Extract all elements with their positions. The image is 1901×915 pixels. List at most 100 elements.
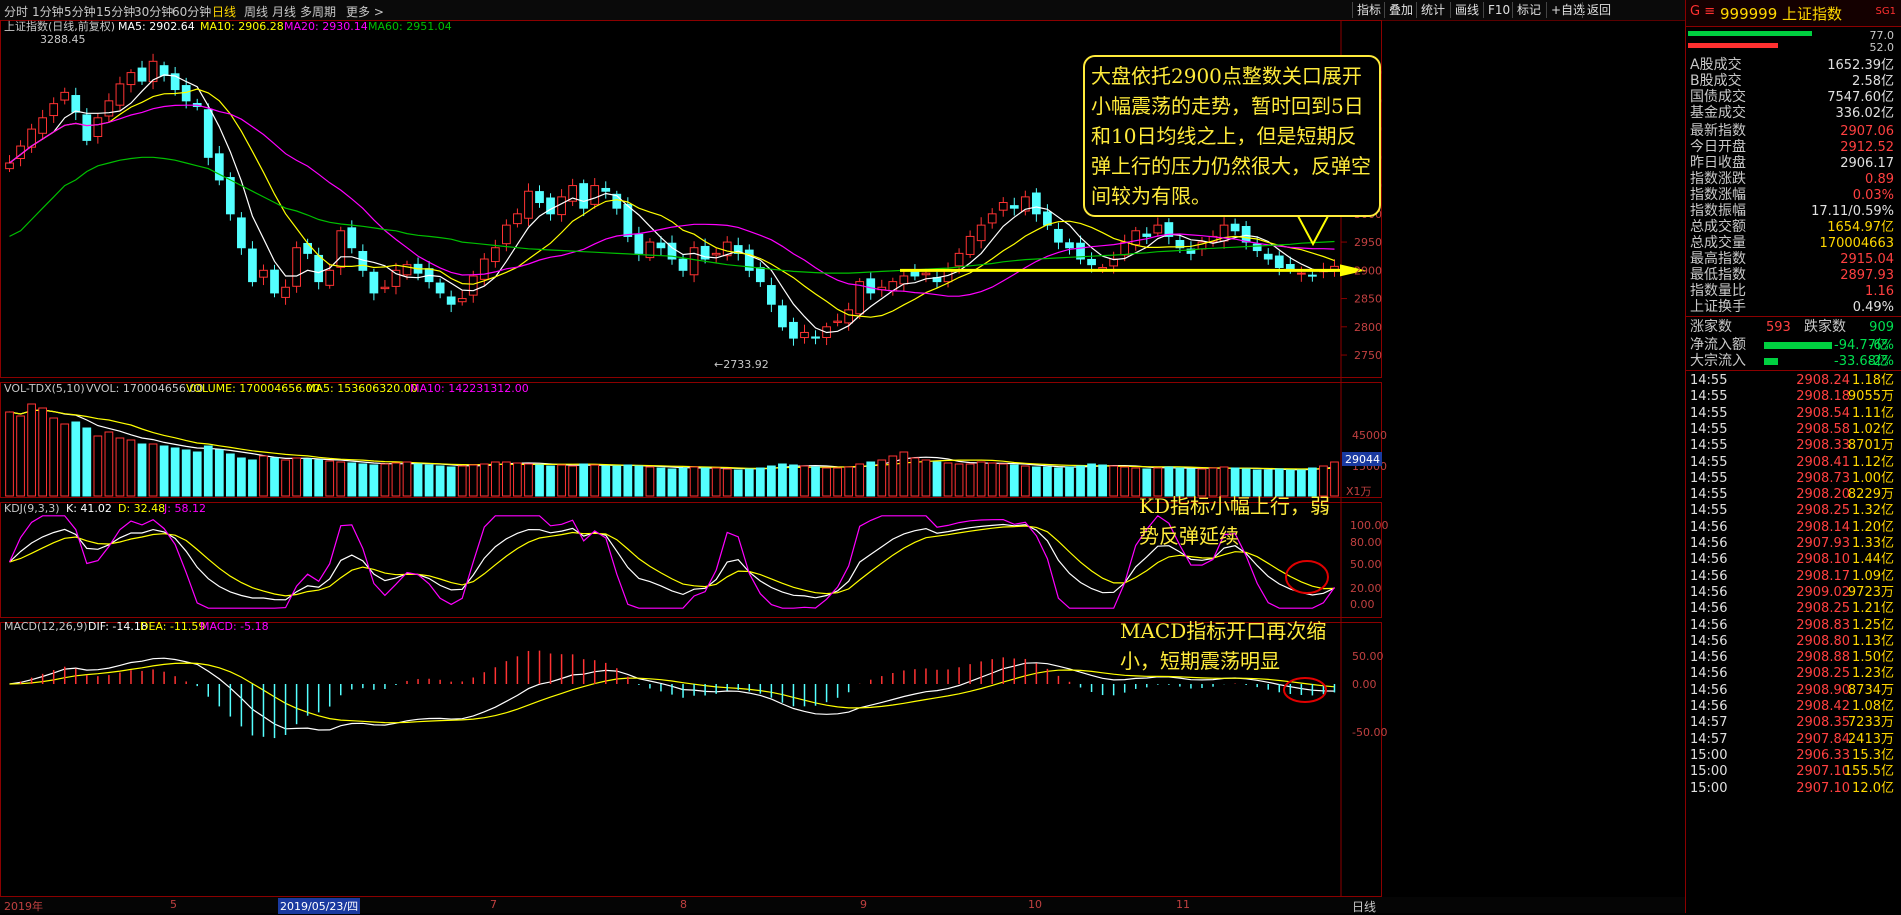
period-tab[interactable]: 月线 xyxy=(272,5,297,19)
candle-body xyxy=(104,100,114,117)
row-turnover: 总成交额 1654.97亿 xyxy=(1690,219,1894,235)
candle-body xyxy=(1164,222,1174,237)
volume-bar xyxy=(634,465,644,497)
tick-row: 14:55 2908.25 1.32亿 xyxy=(1690,503,1894,519)
row-low: 最低指数 2897.93 xyxy=(1690,267,1894,283)
candle-body xyxy=(954,252,964,267)
g-badge: G ≡ xyxy=(1690,4,1716,19)
vol-legend: VVOL: 170004656.00 xyxy=(86,382,203,395)
volume-bar xyxy=(27,403,36,497)
candle-body xyxy=(800,331,809,339)
period-tab[interactable]: 更多 > xyxy=(346,5,384,19)
main-legend: MA60: 2951.04 xyxy=(368,20,452,33)
candle-body xyxy=(1274,255,1284,268)
index-code: 999999 上证指数 xyxy=(1720,5,1843,23)
tool-tab[interactable]: 标记 xyxy=(1512,2,1545,18)
volume-bar xyxy=(678,467,688,497)
volume-bar xyxy=(1020,465,1030,497)
panel-frame xyxy=(0,502,1382,618)
candle-body xyxy=(1076,242,1085,260)
macd-circle xyxy=(1283,677,1327,703)
tool-tab[interactable]: +自选 xyxy=(1546,2,1589,18)
quote-panel: G ≡ 999999 上证指数 SG1 77.0 52.0 A股成交 1652.3… xyxy=(1685,0,1901,913)
row-high: 最高指数 2915.04 xyxy=(1690,251,1894,267)
tool-tab[interactable]: 指标 xyxy=(1352,2,1385,18)
tick-row: 14:56 2908.17 1.09亿 xyxy=(1690,568,1894,584)
tool-tab[interactable]: 统计 xyxy=(1416,2,1449,18)
tick-row: 14:55 2908.54 1.11亿 xyxy=(1690,405,1894,421)
candle-body xyxy=(292,247,301,287)
macd-legend: DEA: -11.59 xyxy=(140,620,205,633)
candle-body xyxy=(667,242,677,260)
volume-bar xyxy=(1120,466,1130,497)
volume-bar xyxy=(1076,465,1085,497)
tool-tab[interactable]: 返回 xyxy=(1582,2,1615,18)
date-label: 11 xyxy=(1176,898,1190,911)
candle-body xyxy=(976,224,986,242)
period-tab[interactable]: 日线 xyxy=(212,5,237,19)
volume-bar xyxy=(1197,468,1207,497)
volume-bar xyxy=(38,407,48,497)
tick-row: 14:56 2908.10 1.44亿 xyxy=(1690,552,1894,568)
vol-legend: MA5: 153606320.00 xyxy=(306,382,418,395)
candle-body xyxy=(5,162,14,170)
volume-bar xyxy=(667,468,677,497)
volume-bar xyxy=(214,449,224,497)
tick-row: 14:57 2907.84 2413万 xyxy=(1690,731,1894,747)
row-change-pct: 指数涨幅 0.03% xyxy=(1690,187,1894,203)
volume-bar xyxy=(601,465,611,497)
axis-mode[interactable]: 日线 xyxy=(1352,900,1377,914)
volume-bar xyxy=(1252,469,1262,497)
candle-body xyxy=(502,224,511,245)
panel-frame xyxy=(0,20,1382,378)
volume-bar xyxy=(1131,467,1141,497)
candle-body xyxy=(700,245,710,260)
volume-bar xyxy=(877,459,887,497)
volume-bar xyxy=(524,463,533,497)
volume-bar xyxy=(259,455,268,497)
candle-body xyxy=(446,296,456,305)
price-tick-label: 2900 xyxy=(1354,264,1382,277)
volume-bar xyxy=(325,460,335,497)
candle-body xyxy=(855,281,865,315)
volume-bar xyxy=(1263,469,1273,497)
period-tab[interactable]: 1分钟 xyxy=(32,5,64,19)
volume-bar xyxy=(1208,467,1218,497)
volume-bar xyxy=(1054,467,1063,497)
period-tab[interactable]: 60分钟 xyxy=(172,5,212,19)
period-tab[interactable]: 30分钟 xyxy=(134,5,174,19)
volume-bar xyxy=(1031,466,1041,497)
volume-bar xyxy=(689,466,699,497)
period-tab[interactable]: 周线 xyxy=(244,5,269,19)
volume-bar xyxy=(237,457,246,497)
volume-bar xyxy=(1098,464,1107,497)
candle-body xyxy=(998,202,1008,211)
volume-bar xyxy=(733,469,743,497)
candle-body xyxy=(490,247,500,263)
tool-tab[interactable]: 画线 xyxy=(1450,2,1483,18)
volume-bar xyxy=(755,467,765,497)
period-tab[interactable]: 15分钟 xyxy=(96,5,136,19)
candle-body xyxy=(722,241,732,257)
candle-body xyxy=(1175,240,1185,249)
period-tab[interactable]: 5分钟 xyxy=(64,5,96,19)
candle-body xyxy=(27,128,36,148)
period-tab[interactable]: 分时 xyxy=(4,5,29,19)
period-tab[interactable]: 多周期 xyxy=(300,5,337,19)
candle-body xyxy=(479,258,489,280)
volume-bar xyxy=(490,461,500,497)
volume-bar xyxy=(855,463,865,497)
candle-body xyxy=(678,258,688,271)
volume-bar xyxy=(822,467,831,497)
row-latest: 最新指数 2907.06 xyxy=(1690,123,1894,139)
tool-tab[interactable]: F10 xyxy=(1483,2,1514,18)
volume-bar xyxy=(744,468,754,497)
low-marker: ←2733.92 xyxy=(714,358,769,371)
main-legend: MA10: 2906.28 xyxy=(200,20,284,33)
tool-tab[interactable]: 叠加 xyxy=(1384,2,1417,18)
tick-row: 14:56 2908.83 1.25亿 xyxy=(1690,617,1894,633)
tick-row: 14:56 2908.80 1.13亿 xyxy=(1690,633,1894,649)
strength-val-1: 77.0 xyxy=(1869,29,1895,42)
row-change: 指数涨跌 0.89 xyxy=(1690,171,1894,187)
volume-bar xyxy=(976,461,986,497)
